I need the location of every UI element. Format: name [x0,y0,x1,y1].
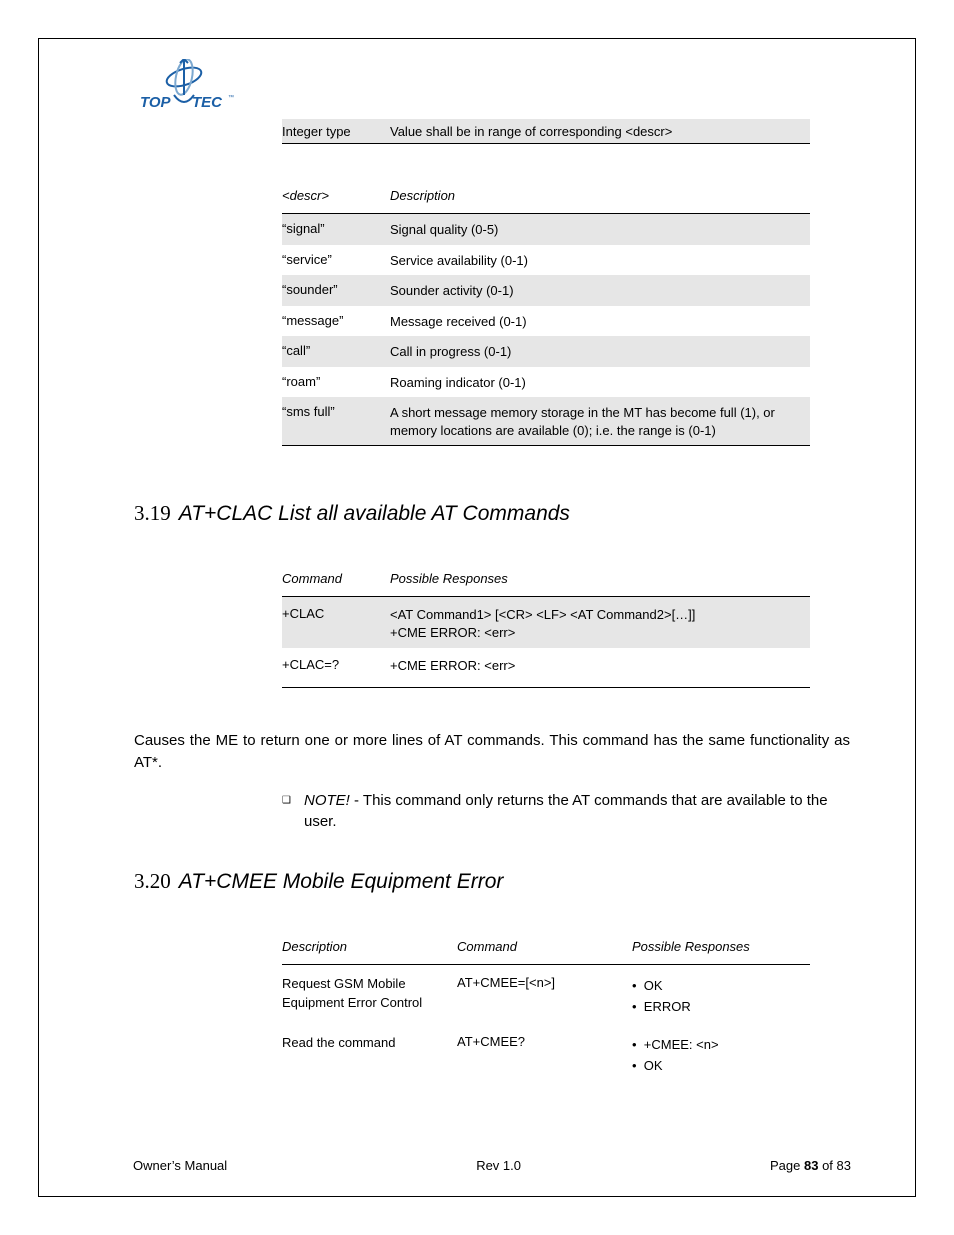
table-row: +CLAC=? +CME ERROR: <err> [282,648,810,688]
header-cell: Possible Responses [390,571,810,586]
table-row: “signal” Signal quality (0-5) [282,214,810,245]
footer-right: Page 83 of 83 [770,1158,851,1173]
table-row: “service” Service availability (0-1) [282,245,810,276]
table-row: Request GSM Mobile Equipment Error Contr… [282,965,810,1024]
cell: Value shall be in range of corresponding… [390,124,810,139]
response-item: • +CMEE: <n> [632,1034,810,1055]
cell: +CLAC=? [282,657,390,675]
header-cell: Command [457,939,632,954]
page-number: 83 [804,1158,818,1173]
page-content: TOP TEC ™ Integer type Value shall be in… [39,39,915,1083]
header-cell: Description [282,939,457,954]
table-row: Read the command AT+CMEE? • +CMEE: <n> •… [282,1024,810,1083]
body-paragraph: Causes the ME to return one or more line… [134,730,850,774]
cell: “signal” [282,221,390,239]
cell: <AT Command1> [<CR> <LF> <AT Command2>[…… [390,606,810,641]
header-cell: Description [390,188,810,203]
response-item: • OK [632,1055,810,1076]
section-heading-320: 3.20 AT+CMEE Mobile Equipment Error [134,869,850,894]
cell: • OK • ERROR [632,975,810,1018]
table-row: “roam” Roaming indicator (0-1) [282,367,810,398]
cell: Request GSM Mobile Equipment Error Contr… [282,975,457,1018]
clac-table: Command Possible Responses +CLAC <AT Com… [282,571,810,688]
cell: +CLAC [282,606,390,641]
table-row: Integer type Value shall be in range of … [282,119,810,144]
section-title: AT+CLAC List all available AT Commands [179,502,570,525]
section-number: 3.19 [134,501,171,525]
logo: TOP TEC ™ [134,59,850,111]
cell: Message received (0-1) [390,313,810,331]
svg-text:TEC: TEC [192,94,223,111]
cell: A short message memory storage in the MT… [390,404,810,439]
note-label: NOTE! [304,792,350,809]
cell: Roaming indicator (0-1) [390,374,810,392]
header-cell: Command [282,571,390,586]
cell: “roam” [282,374,390,392]
cell: • +CMEE: <n> • OK [632,1034,810,1077]
cell: +CME ERROR: <err> [390,657,810,675]
cell: “service” [282,252,390,270]
header-cell: <descr> [282,188,390,203]
bullet-icon: ❑ [282,790,304,834]
integer-type-table: Integer type Value shall be in range of … [282,119,810,144]
table-header: Description Command Possible Responses [282,939,810,965]
descr-table: <descr> Description “signal” Signal qual… [282,174,810,446]
svg-text:TOP: TOP [140,94,172,111]
table-row: “sounder” Sounder activity (0-1) [282,275,810,306]
cell: Call in progress (0-1) [390,343,810,361]
cell: AT+CMEE=[<n>] [457,975,632,1018]
cell: “sms full” [282,404,390,439]
cell: Integer type [282,124,390,139]
cell: Read the command [282,1034,457,1077]
note-text: NOTE! - This command only returns the AT… [304,790,850,834]
toptec-logo-icon: TOP TEC ™ [134,59,234,111]
table-header: Command Possible Responses [282,571,810,597]
page-footer: Owner’s Manual Rev 1.0 Page 83 of 83 [133,1158,851,1173]
cell: “sounder” [282,282,390,300]
note-block: ❑ NOTE! - This command only returns the … [282,790,850,834]
section-number: 3.20 [134,869,171,893]
section-title: AT+CMEE Mobile Equipment Error [179,870,504,893]
cell: Sounder activity (0-1) [390,282,810,300]
footer-center: Rev 1.0 [476,1158,521,1173]
table-header: <descr> Description [282,174,810,214]
section-heading-319: 3.19 AT+CLAC List all available AT Comman… [134,501,850,526]
cell: AT+CMEE? [457,1034,632,1077]
header-cell: Possible Responses [632,939,810,954]
response-item: • OK [632,975,810,996]
footer-left: Owner’s Manual [133,1158,227,1173]
cmee-table: Description Command Possible Responses R… [282,939,810,1083]
cell: “call” [282,343,390,361]
response-item: • ERROR [632,996,810,1017]
table-row: +CLAC <AT Command1> [<CR> <LF> <AT Comma… [282,597,810,648]
page-border: TOP TEC ™ Integer type Value shall be in… [38,38,916,1197]
table-row: “call” Call in progress (0-1) [282,336,810,367]
cell: Service availability (0-1) [390,252,810,270]
page-prefix: Page [770,1158,804,1173]
note-body: - This command only returns the AT comma… [304,792,828,831]
cell: Signal quality (0-5) [390,221,810,239]
page-suffix: of 83 [818,1158,851,1173]
svg-text:™: ™ [228,94,234,101]
cell: “message” [282,313,390,331]
table-row: “sms full” A short message memory storag… [282,397,810,446]
table-row: “message” Message received (0-1) [282,306,810,337]
